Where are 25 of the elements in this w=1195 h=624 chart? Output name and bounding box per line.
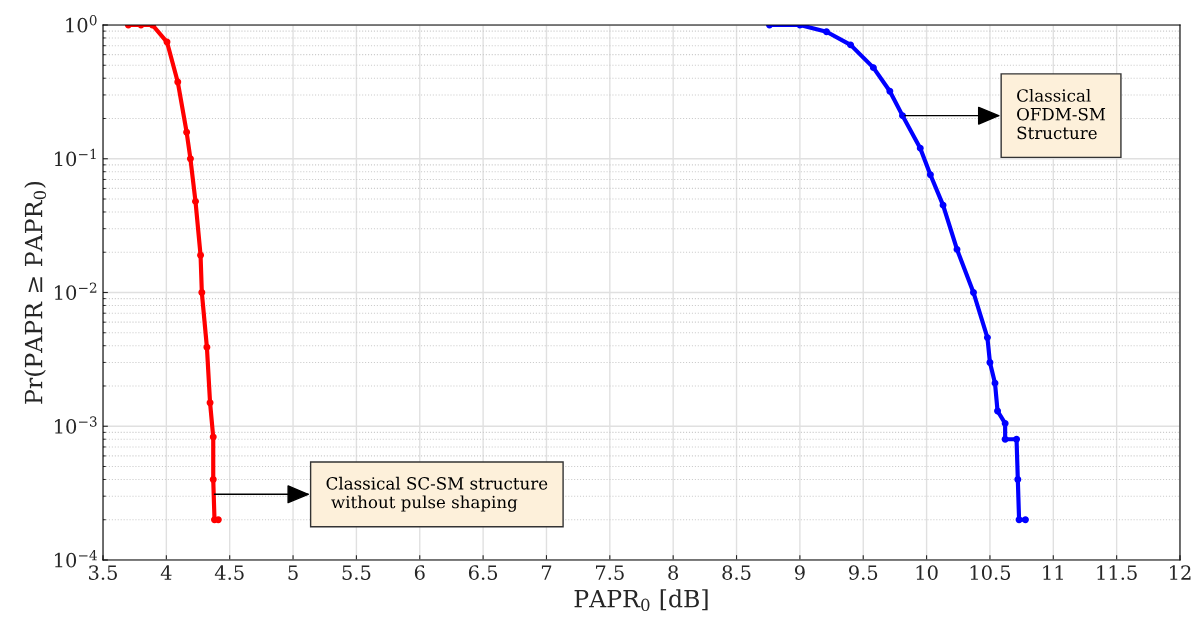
x-tick-label: 6 [414,565,425,580]
annotation: Classical OFDM-SM Structure [1017,88,1106,140]
x-tick-label: 7.5 [596,565,624,580]
y-tick-label: 10$^{−2}$ [55,282,97,301]
x-tick-label: 8.5 [722,565,751,580]
x-tick-label: 5.5 [342,565,371,580]
x-tick-label: 12 [1170,565,1191,580]
x-tick-label: 4 [160,565,172,580]
x-tick-label: 11 [1043,565,1063,580]
x-tick-label: 7 [541,565,552,580]
x-tick-label: 9 [794,565,805,580]
annotation: Classical SC-SM structure without pulse shaping [326,476,548,512]
x-tick-label: 10.5 [970,565,1011,580]
y-tick-label: 10$^{0}$ [66,15,97,33]
x-tick-label: 9.5 [849,565,878,580]
x-tick-label: 10 [916,565,938,580]
x-tick-label: 4.5 [214,565,244,580]
x-tick-label: 11.5 [1097,565,1137,580]
x-tick-label: 5 [288,565,298,580]
x-axis-title: PAPR$_{0}$ [dB] [574,589,708,612]
y-tick-label: 10$^{−1}$ [55,148,96,167]
x-tick-label: 8 [668,565,679,580]
x-tick-label: 6.5 [468,565,498,580]
y-tick-label: 10$^{−3}$ [55,416,97,434]
y-axis-title: Pr(PAPR ≥ PAPR$_{0}$) [24,181,47,404]
